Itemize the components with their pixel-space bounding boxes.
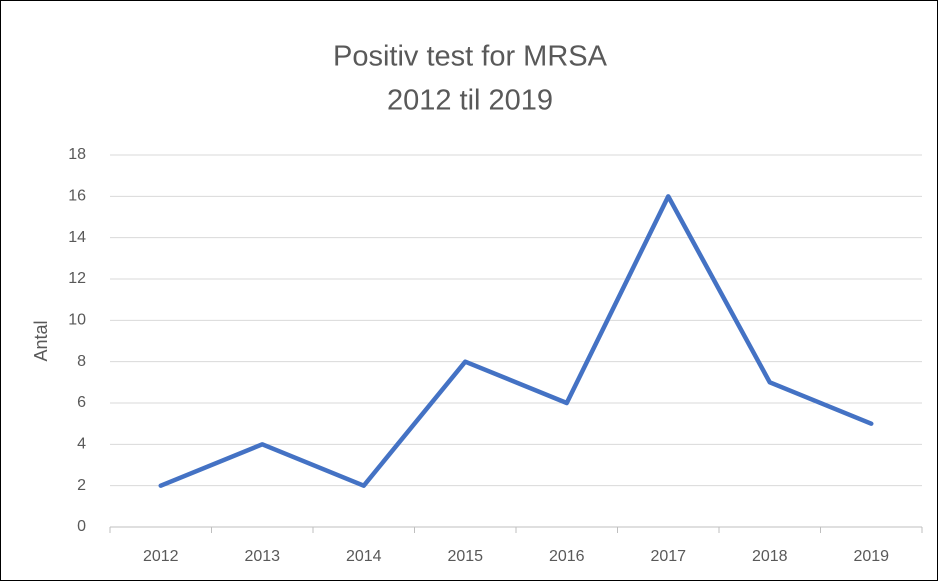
x-tick-label: 2013 bbox=[244, 548, 280, 565]
y-tick-label: 6 bbox=[77, 394, 86, 411]
x-tick-label: 2019 bbox=[853, 548, 889, 565]
x-tick-label: 2016 bbox=[549, 548, 585, 565]
chart-subtitle: 2012 til 2019 bbox=[387, 85, 553, 117]
y-tick-label: 16 bbox=[68, 188, 86, 205]
y-tick-label: 0 bbox=[77, 518, 86, 535]
y-tick-label: 18 bbox=[68, 146, 86, 163]
x-tick-label: 2012 bbox=[143, 548, 179, 565]
y-tick-label: 10 bbox=[68, 312, 86, 329]
x-tick-label: 2017 bbox=[650, 548, 686, 565]
y-tick-label: 2 bbox=[77, 477, 86, 494]
y-tick-label: 4 bbox=[77, 436, 86, 453]
chart-title: Positiv test for MRSA bbox=[333, 41, 608, 73]
y-axis-title: Antal bbox=[31, 320, 51, 361]
y-tick-label: 12 bbox=[68, 270, 86, 287]
x-tick-label: 2015 bbox=[447, 548, 483, 565]
x-tick-label: 2014 bbox=[346, 548, 382, 565]
x-tick-label: 2018 bbox=[752, 548, 788, 565]
y-tick-label: 14 bbox=[68, 229, 86, 246]
y-tick-label: 8 bbox=[77, 353, 86, 370]
line-series bbox=[158, 194, 874, 488]
